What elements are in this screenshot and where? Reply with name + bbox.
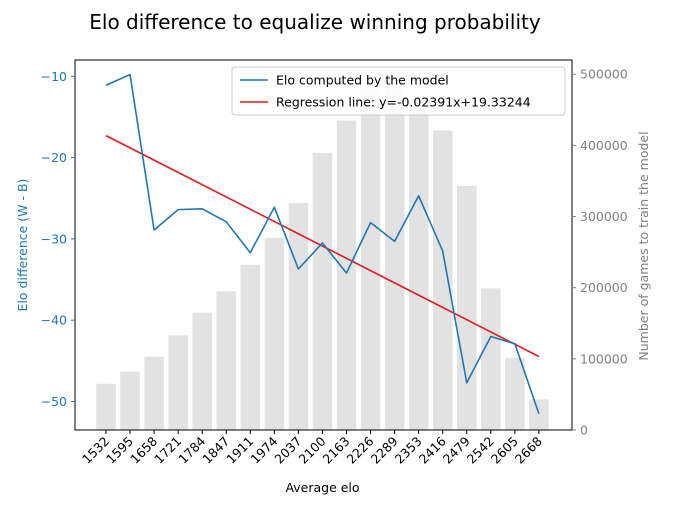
x-axis-tick-label: 2100 — [295, 433, 328, 466]
right-axis-tick-label: 100000 — [580, 351, 628, 366]
games-bar — [529, 399, 549, 430]
games-bar — [360, 88, 381, 430]
legend: Elo computed by the model Regression line… — [231, 66, 566, 116]
games-bar — [336, 120, 357, 430]
right-axis-tick-label: 0 — [580, 423, 588, 438]
x-axis-tick-label: 1911 — [223, 434, 256, 467]
x-axis-tick-label: 1532 — [79, 434, 112, 467]
x-axis-tick-label: 1595 — [103, 434, 136, 467]
games-bar — [144, 356, 164, 430]
legend-label: Elo computed by the model — [276, 73, 449, 88]
x-axis-tick-label: 1658 — [127, 433, 160, 466]
chart-title: Elo difference to equalize winning proba… — [89, 10, 541, 34]
left-axis-tick-label: −40 — [41, 313, 67, 328]
games-bar — [408, 95, 429, 431]
x-axis-tick-label: 1974 — [247, 433, 280, 466]
games-bar — [240, 264, 261, 430]
x-axis-tick-label: 1784 — [175, 433, 208, 466]
left-axis-tick-label: −30 — [41, 231, 67, 246]
left-axis-tick-label: −20 — [41, 150, 67, 165]
x-axis-tick-label: 2353 — [392, 434, 425, 467]
x-axis-tick-label: 2542 — [464, 434, 497, 467]
right-axis-tick-label: 500000 — [580, 67, 628, 82]
games-bar — [312, 153, 333, 430]
x-axis-tick-label: 2479 — [440, 433, 473, 466]
left-axis-tick-label: −10 — [41, 69, 67, 84]
games-bar — [120, 371, 140, 430]
legend-box — [231, 66, 566, 116]
games-bar — [264, 237, 285, 430]
lines-layer — [105, 73, 540, 415]
right-axis-tick-label: 200000 — [580, 280, 628, 295]
x-axis-label: Average elo — [285, 480, 359, 495]
games-bar — [432, 130, 453, 430]
x-axis-tick-label: 1847 — [199, 434, 232, 467]
regression-line — [105, 134, 540, 358]
x-axis-tick-label: 2163 — [320, 434, 353, 467]
elo-model-line — [105, 73, 540, 415]
x-axis-tick-label: 2668 — [512, 433, 545, 466]
legend-label: Regression line: y=-0.02391x+19.33244 — [276, 95, 531, 110]
games-bar — [384, 76, 405, 430]
bars-layer — [96, 76, 549, 431]
right-axis-tick-label: 400000 — [580, 138, 628, 153]
right-axis-label: Number of games to train the model — [636, 131, 651, 360]
x-axis-tick-label: 2037 — [271, 434, 304, 467]
games-bar — [457, 185, 477, 430]
axes-layer: −10 −20 −30 −40 −50 0 100000 200000 300000 400000… — [15, 59, 651, 495]
x-axis-tick-label: 2605 — [488, 434, 521, 467]
right-axis-tick-label: 300000 — [580, 209, 628, 224]
x-axis-tick-label: 2226 — [344, 433, 377, 466]
games-bar — [192, 312, 212, 430]
plot-frame — [74, 59, 573, 431]
games-bar — [481, 288, 501, 430]
x-axis-tick-label: 1721 — [151, 434, 184, 467]
games-bar — [288, 203, 309, 430]
games-bar — [505, 358, 525, 430]
games-bar — [96, 383, 116, 430]
games-bar — [168, 335, 188, 430]
x-axis-tick-label: 2416 — [416, 433, 449, 466]
x-axis-tick-label: 2289 — [368, 433, 401, 466]
left-axis-tick-label: −50 — [41, 394, 67, 409]
games-bar — [216, 291, 236, 430]
left-axis-label: Elo difference (W - B) — [15, 179, 30, 312]
